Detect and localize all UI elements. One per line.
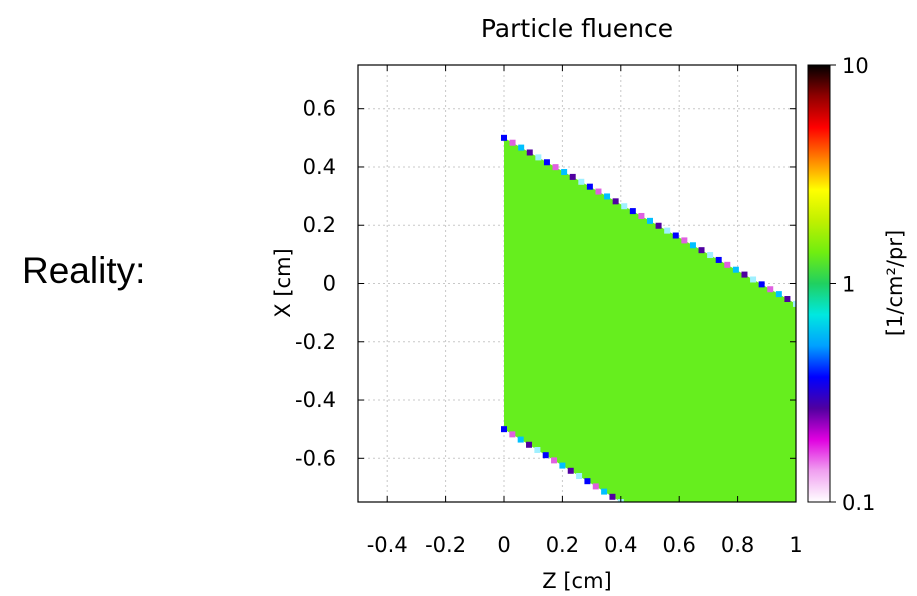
bottom-edge-cell xyxy=(592,483,599,490)
y-axis-ticks: 0.6 0.4 0.2 0 -0.2 -0.4 -0.6 xyxy=(295,97,796,470)
colorbar-tick-label: 1 xyxy=(842,273,855,297)
top-edge-cell xyxy=(543,159,550,166)
bottom-edge-cell xyxy=(601,488,608,495)
top-edge-cell xyxy=(647,217,653,224)
top-edge-cell xyxy=(638,212,645,219)
x-tick-label: 0.6 xyxy=(662,533,695,557)
x-tick-label: 0 xyxy=(497,533,510,557)
top-edge-cell xyxy=(758,281,765,288)
y-tick-label: 0.6 xyxy=(303,97,336,121)
bottom-edge-cell xyxy=(576,472,583,479)
bottom-edge-cell xyxy=(609,493,616,500)
top-edge-cell xyxy=(604,193,611,200)
top-edge-cell xyxy=(501,134,507,141)
y-axis-label: X [cm] xyxy=(271,248,295,317)
top-edge-cell xyxy=(681,237,688,244)
x-axis-label: Z [cm] xyxy=(542,569,611,593)
top-edge-cell xyxy=(741,271,748,278)
bottom-edge-cell xyxy=(567,467,574,474)
bottom-edge-cell xyxy=(534,446,541,453)
bottom-edge-cell xyxy=(584,478,591,485)
top-edge-cell xyxy=(793,300,796,307)
y-tick-label: 0.2 xyxy=(303,213,336,237)
x-axis-ticks: -0.4 -0.2 0 0.2 0.4 0.6 0.8 1 xyxy=(367,65,803,557)
bottom-edge-cell xyxy=(551,457,558,464)
top-edge-cell xyxy=(518,144,525,151)
y-tick-label: 0 xyxy=(323,272,336,296)
colorbar-ticks: 10 1 0.1 xyxy=(830,54,875,515)
x-tick-label: -0.2 xyxy=(425,533,466,557)
top-edge-cell xyxy=(552,164,559,171)
y-tick-label: 0.4 xyxy=(303,155,336,179)
colorbar-label: [1/cm²/pr] xyxy=(883,230,907,336)
top-edge-cell xyxy=(732,266,739,273)
bottom-edge-cell xyxy=(542,452,549,459)
reality-label: Reality: xyxy=(22,250,146,291)
top-edge-cell xyxy=(561,169,568,176)
top-edge-cell xyxy=(775,291,782,298)
top-edge-cell xyxy=(586,183,593,190)
top-edge-cell xyxy=(655,222,662,229)
bottom-edge-cell xyxy=(509,431,516,438)
heatmap-region xyxy=(501,134,796,502)
top-edge-cell xyxy=(715,256,722,263)
colorbar xyxy=(807,64,831,503)
x-tick-label: 1 xyxy=(789,533,802,557)
top-edge-cell xyxy=(664,227,671,234)
chart-title: Particle fluence xyxy=(481,14,673,43)
y-tick-label: -0.6 xyxy=(295,446,336,470)
bottom-edge-cell xyxy=(501,426,507,433)
top-edge-cell xyxy=(526,149,533,156)
x-tick-label: -0.4 xyxy=(367,533,408,557)
y-tick-label: -0.2 xyxy=(295,330,336,354)
top-edge-cell xyxy=(612,198,619,205)
top-edge-cell xyxy=(569,173,576,180)
top-edge-cell xyxy=(784,296,791,303)
bottom-edge-cell xyxy=(526,441,533,448)
top-edge-cell xyxy=(707,252,714,259)
top-edge-cell xyxy=(698,247,705,254)
top-edge-cell xyxy=(578,178,585,185)
top-edge-cell xyxy=(672,232,679,239)
top-edge-cell xyxy=(595,188,602,195)
top-edge-cell xyxy=(767,286,774,293)
x-tick-label: 0.8 xyxy=(721,533,754,557)
x-tick-label: 0.2 xyxy=(546,533,579,557)
colorbar-tick-label: 0.1 xyxy=(842,491,875,515)
y-tick-label: -0.4 xyxy=(295,388,336,412)
top-edge-cell xyxy=(629,208,636,215)
top-edge-cell xyxy=(750,276,757,283)
bottom-edge-cell xyxy=(517,436,524,443)
top-edge-cell xyxy=(689,242,696,249)
top-edge-cell xyxy=(724,261,731,268)
x-tick-label: 0.4 xyxy=(604,533,637,557)
bottom-edge-cell xyxy=(559,462,566,469)
top-edge-cell xyxy=(509,139,516,146)
top-edge-cell xyxy=(621,203,628,210)
top-edge-cell xyxy=(535,154,542,161)
fluence-region xyxy=(504,137,796,502)
colorbar-tick-label: 10 xyxy=(842,54,869,78)
